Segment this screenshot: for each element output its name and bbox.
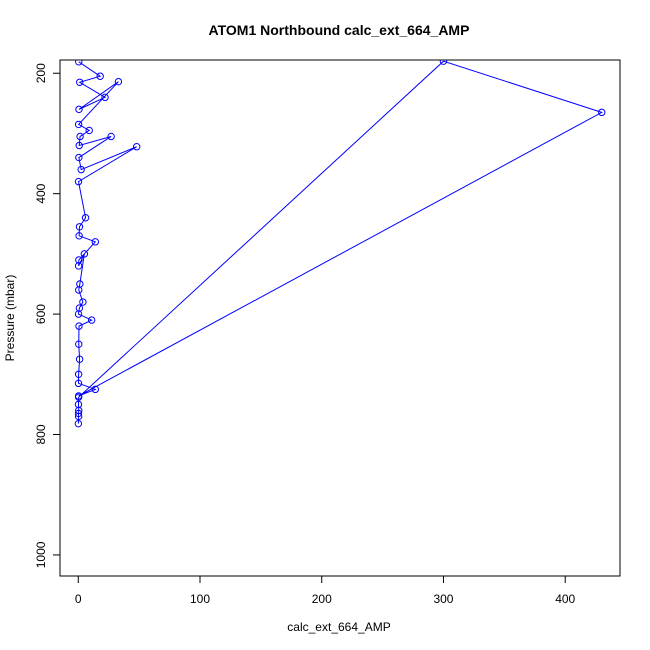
plot-frame	[59, 59, 621, 577]
chart-title: ATOM1 Northbound calc_ext_664_AMP	[209, 22, 470, 38]
data-point	[107, 132, 115, 141]
data-point	[74, 419, 83, 428]
data-point	[87, 316, 96, 324]
data-point	[75, 141, 83, 150]
data-point	[75, 355, 84, 363]
y-tick-label: 1000	[34, 541, 48, 568]
x-tick-label: 300	[433, 592, 453, 606]
y-axis-label: Pressure (mbar)	[3, 275, 17, 362]
x-tick-label: 100	[190, 592, 210, 606]
data-point	[74, 409, 83, 418]
data-point	[75, 223, 84, 231]
series-group	[74, 60, 606, 428]
y-tick-label: 800	[34, 424, 48, 444]
data-point	[74, 177, 83, 186]
y-tick-label: 400	[34, 183, 48, 203]
data-point	[75, 105, 83, 114]
data-point	[77, 165, 85, 174]
data-point	[75, 322, 83, 330]
data-point	[598, 108, 606, 117]
data-point	[114, 77, 123, 86]
data-point	[79, 298, 87, 306]
data-point	[91, 385, 100, 394]
data-point	[75, 286, 83, 294]
data-point	[96, 72, 104, 80]
data-point	[74, 379, 83, 388]
data-point	[132, 143, 141, 151]
data-point	[101, 93, 109, 102]
data-point	[74, 120, 83, 129]
data-point	[74, 393, 83, 401]
data-point	[74, 370, 83, 378]
data-point	[74, 310, 83, 318]
data-point	[74, 412, 83, 421]
y-tick-label: 600	[34, 304, 48, 324]
x-tick-label: 400	[555, 592, 575, 606]
data-point	[75, 153, 83, 162]
y-tick-label: 200	[34, 63, 48, 83]
data-point	[91, 238, 100, 246]
x-axis: 0 100 200 300 400	[75, 575, 576, 606]
series-line	[77, 60, 604, 424]
plot-area	[74, 60, 606, 428]
data-point	[76, 132, 84, 141]
x-tick-label: 200	[312, 592, 332, 606]
data-point	[81, 214, 90, 222]
data-point	[75, 60, 83, 66]
data-point	[75, 340, 83, 348]
data-point	[74, 262, 83, 270]
data-point	[80, 250, 89, 258]
data-point	[76, 78, 84, 86]
data-point	[85, 126, 93, 135]
data-point	[439, 60, 448, 65]
x-axis-label: calc_ext_664_AMP	[287, 620, 390, 634]
y-axis: 200 400 600 800 1000	[34, 63, 61, 568]
data-point	[75, 232, 83, 240]
x-tick-label: 0	[75, 592, 82, 606]
